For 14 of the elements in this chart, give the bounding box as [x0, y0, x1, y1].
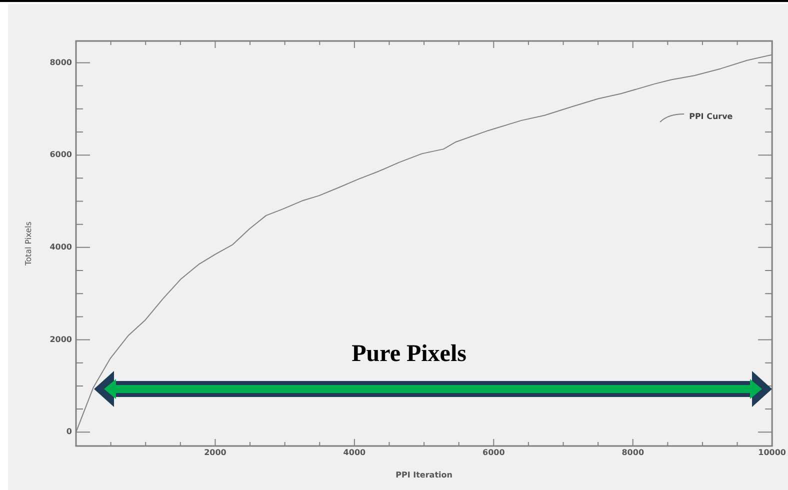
y-tick-label: 6000: [50, 150, 72, 160]
legend-label: PPI Curve: [689, 112, 734, 122]
annotation: Pure Pixels: [352, 341, 466, 367]
x-tick-label: 6000: [482, 448, 506, 457]
y-tick-label: 8000: [50, 58, 72, 67]
x-axis-title: PPI Iteration: [396, 470, 453, 480]
x-tick-label: 4000: [343, 448, 366, 457]
y-tick-label: 0: [66, 427, 72, 436]
y-tick-label: 2000: [50, 334, 72, 344]
y-axis-title: Total Pixels: [24, 222, 33, 266]
y-tick-label: 4000: [50, 242, 72, 252]
x-tick-label: 8000: [622, 448, 644, 457]
x-tick-label: 2000: [204, 448, 227, 457]
x-tick-label: 10000: [758, 448, 786, 457]
